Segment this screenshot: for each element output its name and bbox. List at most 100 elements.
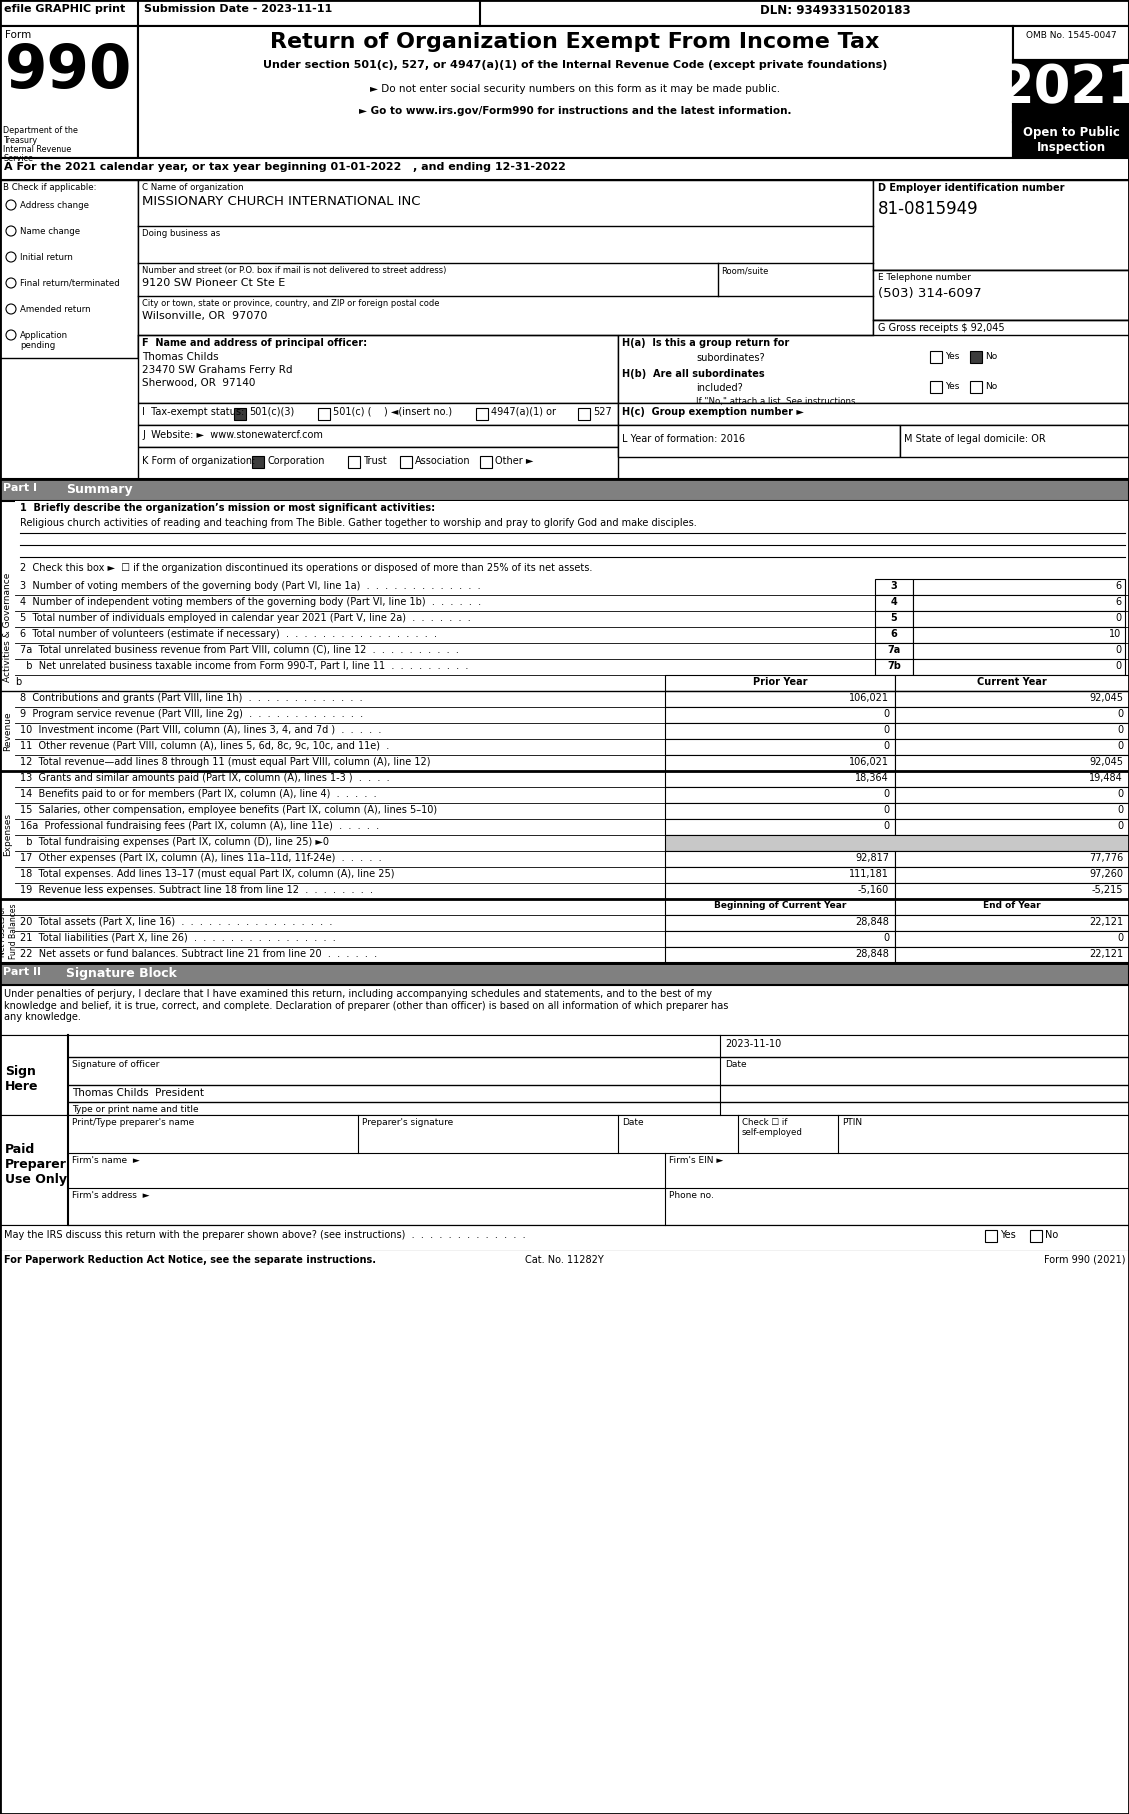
Text: H(a)  Is this a group return for: H(a) Is this a group return for xyxy=(622,337,789,348)
Bar xyxy=(665,787,895,804)
Text: 77,776: 77,776 xyxy=(1088,853,1123,863)
Text: H(b)  Are all subordinates: H(b) Are all subordinates xyxy=(622,368,764,379)
Bar xyxy=(15,658,875,675)
Text: 3: 3 xyxy=(891,580,898,591)
Text: 22,121: 22,121 xyxy=(1088,949,1123,960)
Text: b  Total fundraising expenses (Part IX, column (D), line 25) ►0: b Total fundraising expenses (Part IX, c… xyxy=(20,836,329,847)
Text: If "No," attach a list. See instructions.: If "No," attach a list. See instructions… xyxy=(695,397,858,406)
Text: 7a  Total unrelated business revenue from Part VIII, column (C), line 12  .  .  : 7a Total unrelated business revenue from… xyxy=(20,646,458,655)
Text: B Check if applicable:: B Check if applicable: xyxy=(3,183,96,192)
Bar xyxy=(875,628,913,642)
Text: 7b: 7b xyxy=(887,660,901,671)
Text: 2021: 2021 xyxy=(998,62,1129,114)
Bar xyxy=(0,1116,1129,1224)
Bar xyxy=(895,707,1129,724)
Text: 10  Investment income (Part VIII, column (A), lines 3, 4, and 7d )  .  .  .  .  : 10 Investment income (Part VIII, column … xyxy=(20,726,382,735)
Bar xyxy=(138,446,618,479)
Bar xyxy=(15,818,665,834)
Text: M State of legal domicile: OR: M State of legal domicile: OR xyxy=(904,434,1045,444)
Text: 97,260: 97,260 xyxy=(1089,869,1123,880)
Text: 0: 0 xyxy=(1117,726,1123,735)
Text: 0: 0 xyxy=(883,932,889,943)
Text: 0: 0 xyxy=(883,789,889,798)
Text: 0: 0 xyxy=(883,740,889,751)
Text: Part I: Part I xyxy=(3,483,37,493)
Bar xyxy=(0,479,1129,501)
Text: subordinates?: subordinates? xyxy=(695,354,764,363)
Bar xyxy=(895,804,1129,818)
Text: C Name of organization: C Name of organization xyxy=(142,183,244,192)
Bar xyxy=(873,319,1129,357)
Bar xyxy=(15,517,1129,533)
Bar xyxy=(1013,25,1129,60)
Bar xyxy=(930,381,942,394)
Bar xyxy=(0,985,1129,1036)
Bar xyxy=(913,611,1124,628)
Text: efile GRAPHIC print: efile GRAPHIC print xyxy=(5,4,125,15)
Text: 81-0815949: 81-0815949 xyxy=(878,200,979,218)
Bar xyxy=(930,350,942,363)
Bar xyxy=(618,424,900,457)
Bar xyxy=(15,755,665,771)
Bar xyxy=(895,931,1129,947)
Bar xyxy=(895,787,1129,804)
Bar xyxy=(665,675,895,691)
Text: Corporation: Corporation xyxy=(266,455,324,466)
Text: OMB No. 1545-0047: OMB No. 1545-0047 xyxy=(1025,31,1117,40)
Bar xyxy=(252,455,264,468)
Bar xyxy=(665,900,895,914)
Bar xyxy=(665,724,895,738)
Text: b  Net unrelated business taxable income from Form 990-T, Part I, line 11  .  . : b Net unrelated business taxable income … xyxy=(20,660,469,671)
Text: -5,215: -5,215 xyxy=(1092,885,1123,894)
Bar xyxy=(665,883,895,900)
Bar xyxy=(234,408,246,421)
Text: Date: Date xyxy=(622,1117,644,1126)
Text: 527: 527 xyxy=(593,406,612,417)
Text: 15  Salaries, other compensation, employee benefits (Part IX, column (A), lines : 15 Salaries, other compensation, employe… xyxy=(20,805,437,814)
Text: Wilsonville, OR  97070: Wilsonville, OR 97070 xyxy=(142,310,268,321)
Bar xyxy=(665,914,895,931)
Text: 18,364: 18,364 xyxy=(856,773,889,784)
Text: 5  Total number of individuals employed in calendar year 2021 (Part V, line 2a) : 5 Total number of individuals employed i… xyxy=(20,613,471,622)
Text: 20  Total assets (Part X, line 16)  .  .  .  .  .  .  .  .  .  .  .  .  .  .  . : 20 Total assets (Part X, line 16) . . . … xyxy=(20,918,332,927)
Bar xyxy=(15,834,665,851)
Bar xyxy=(900,424,1129,457)
Text: Amended return: Amended return xyxy=(20,305,90,314)
Bar xyxy=(665,755,895,771)
Bar xyxy=(138,336,618,403)
Text: 5: 5 xyxy=(891,613,898,622)
Text: E Telephone number: E Telephone number xyxy=(878,272,971,281)
Text: 10: 10 xyxy=(1109,629,1121,639)
Text: Firm's EIN ►: Firm's EIN ► xyxy=(669,1156,724,1165)
Text: 22  Net assets or fund balances. Subtract line 21 from line 20  .  .  .  .  .  .: 22 Net assets or fund balances. Subtract… xyxy=(20,949,377,960)
Text: 8  Contributions and grants (Part VIII, line 1h)  .  .  .  .  .  .  .  .  .  .  : 8 Contributions and grants (Part VIII, l… xyxy=(20,693,362,704)
Text: 0: 0 xyxy=(1114,613,1121,622)
Text: DLN: 93493315020183: DLN: 93493315020183 xyxy=(760,4,911,16)
Text: ► Do not enter social security numbers on this form as it may be made public.: ► Do not enter social security numbers o… xyxy=(370,83,780,94)
Text: Check ☐ if
self-employed: Check ☐ if self-employed xyxy=(742,1117,803,1137)
Bar xyxy=(1013,60,1129,122)
Bar xyxy=(15,771,665,787)
Text: 106,021: 106,021 xyxy=(849,756,889,767)
Bar xyxy=(15,738,665,755)
Bar xyxy=(895,675,1129,691)
Bar xyxy=(913,579,1124,595)
Bar xyxy=(318,408,330,421)
Text: Signature Block: Signature Block xyxy=(65,967,177,980)
Text: Yes: Yes xyxy=(945,383,960,392)
Bar xyxy=(875,579,913,595)
Text: Number and street (or P.O. box if mail is not delivered to street address): Number and street (or P.O. box if mail i… xyxy=(142,267,446,276)
Bar xyxy=(665,818,895,834)
Text: 9120 SW Pioneer Ct Ste E: 9120 SW Pioneer Ct Ste E xyxy=(142,278,286,288)
Text: Part II: Part II xyxy=(3,967,41,978)
Text: Name change: Name change xyxy=(20,227,80,236)
Text: 990: 990 xyxy=(5,42,132,102)
Bar xyxy=(15,628,875,642)
Text: 14  Benefits paid to or for members (Part IX, column (A), line 4)  .  .  .  .  .: 14 Benefits paid to or for members (Part… xyxy=(20,789,377,798)
Text: 92,045: 92,045 xyxy=(1089,693,1123,704)
Text: Yes: Yes xyxy=(1000,1230,1016,1241)
Text: 6  Total number of volunteers (estimate if necessary)  .  .  .  .  .  .  .  .  .: 6 Total number of volunteers (estimate i… xyxy=(20,629,437,639)
Bar xyxy=(15,595,875,611)
Text: Room/suite: Room/suite xyxy=(721,267,769,276)
Text: H(c)  Group exemption number ►: H(c) Group exemption number ► xyxy=(622,406,804,417)
